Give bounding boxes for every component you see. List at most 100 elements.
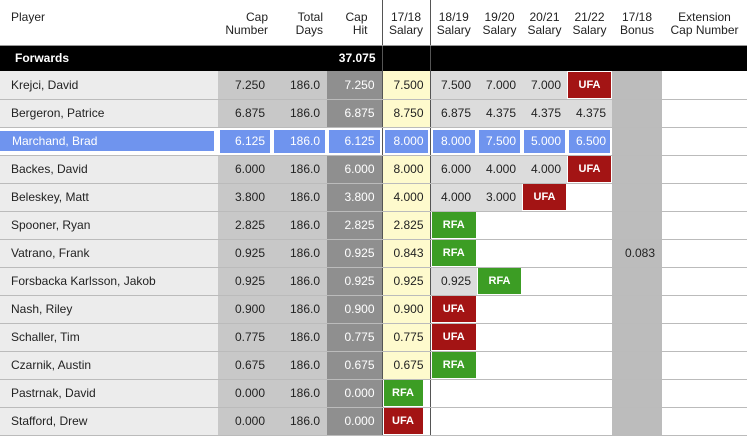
salary-2021-cell xyxy=(522,295,567,324)
bonus-1718-cell xyxy=(612,211,662,240)
player-cell: Nash, Riley xyxy=(0,295,218,324)
salary-1718-cell: 0.675 xyxy=(382,351,431,380)
table-row[interactable]: Schaller, Tim 0.775 186.0 0.775 0.775 UFA xyxy=(0,323,747,352)
table-row[interactable]: Bergeron, Patrice 6.875 186.0 6.875 8.750 6.8… xyxy=(0,99,747,128)
col-cap-hit[interactable]: Cap Hit xyxy=(327,0,383,46)
extension-cap-number-cell xyxy=(662,267,747,296)
salary-1920-cell: RFA xyxy=(477,267,522,296)
table-row[interactable]: Backes, David 6.000 186.0 6.000 8.000 6.000 4.… xyxy=(0,155,747,184)
salary-2122-cell xyxy=(567,407,612,436)
table-row[interactable]: Marchand, Brad 6.125 186.0 6.125 8.000 8.000 7… xyxy=(0,127,747,156)
extension-cap-number-cell xyxy=(662,71,747,100)
col-total-days[interactable]: Total Days xyxy=(272,0,327,46)
salary-1920-cell: 3.000 xyxy=(477,183,522,212)
salary-2021-cell: 4.000 xyxy=(522,155,567,184)
salary-1819-cell: 4.000 xyxy=(430,183,477,212)
col-1920-salary[interactable]: 19/20 Salary xyxy=(477,0,522,46)
table-row[interactable]: Czarnik, Austin 0.675 186.0 0.675 0.675 RFA xyxy=(0,351,747,380)
player-name[interactable]: Marchand, Brad xyxy=(0,131,214,151)
player-name[interactable]: Pastrnak, David xyxy=(11,386,96,400)
salary-2122-cell xyxy=(567,183,612,212)
cap-number-cell: 0.000 xyxy=(218,407,272,436)
player-name[interactable]: Vatrano, Frank xyxy=(11,246,90,260)
salary-1718-cell: 0.775 xyxy=(382,323,431,352)
player-name[interactable]: Bergeron, Patrice xyxy=(11,106,105,120)
player-name[interactable]: Krejci, David xyxy=(11,77,79,92)
table-row[interactable]: Forsbacka Karlsson, Jakob 0.925 186.0 0.925… xyxy=(0,267,747,296)
player-name[interactable]: Spooner, Ryan xyxy=(11,218,91,232)
player-cell: Schaller, Tim xyxy=(0,323,218,352)
salary-1920-cell: 4.000 xyxy=(477,155,522,184)
player-name[interactable]: Stafford, Drew xyxy=(11,414,88,428)
player-name[interactable]: Forsbacka Karlsson, Jakob xyxy=(11,274,156,288)
player-cell: Backes, David xyxy=(0,155,218,184)
table-row[interactable]: Nash, Riley 0.900 186.0 0.900 0.900 UFA xyxy=(0,295,747,324)
total-days-cell: 186.0 xyxy=(272,99,327,128)
col-1718-salary[interactable]: 17/18 Salary xyxy=(382,0,431,46)
player-cell: Spooner, Ryan xyxy=(0,211,218,240)
table-row[interactable]: Beleskey, Matt 3.800 186.0 3.800 4.000 4.000 3… xyxy=(0,183,747,212)
col-2021-salary[interactable]: 20/21 Salary xyxy=(522,0,567,46)
salary-2021-cell xyxy=(522,379,567,408)
col-player[interactable]: Player xyxy=(0,0,218,46)
table-row[interactable]: Krejci, David 7.250 186.0 7.250 7.500 7.500 7.… xyxy=(0,71,747,100)
player-cell: Pastrnak, David xyxy=(0,379,218,408)
salary-1920-cell xyxy=(477,323,522,352)
col-extension-cap-number[interactable]: Extension Cap Number xyxy=(662,0,747,46)
salary-1718-cell: UFA xyxy=(382,407,431,436)
salary-2122-cell xyxy=(567,239,612,268)
player-cell: Krejci, David xyxy=(0,71,218,100)
cap-number-cell: 0.925 xyxy=(218,267,272,296)
player-name[interactable]: Schaller, Tim xyxy=(11,330,80,344)
salary-1819-cell: RFA xyxy=(430,239,477,268)
bonus-1718-cell: 0.083 xyxy=(612,239,662,268)
ufa-badge: UFA xyxy=(568,156,611,182)
player-name[interactable]: Beleskey, Matt xyxy=(11,190,89,204)
total-days-cell: 186.0 xyxy=(272,267,327,296)
salary-1819-cell: 6.000 xyxy=(430,155,477,184)
table-row[interactable]: Stafford, Drew 0.000 186.0 0.000 UFA xyxy=(0,407,747,436)
cap-hit-cell: 6.125 xyxy=(327,127,383,156)
total-days-cell: 186.0 xyxy=(272,155,327,184)
salary-1819-cell: 8.000 xyxy=(430,127,477,156)
extension-cap-number-cell xyxy=(662,155,747,184)
salary-2122-cell xyxy=(567,295,612,324)
cap-number-cell: 0.775 xyxy=(218,323,272,352)
bonus-1718-cell xyxy=(612,351,662,380)
extension-cap-number-cell xyxy=(662,211,747,240)
col-1819-salary[interactable]: 18/19 Salary xyxy=(430,0,477,46)
header-row: Player Cap Number Total Days Cap Hit 17/18 S… xyxy=(0,0,747,46)
table-row[interactable]: Pastrnak, David 0.000 186.0 0.000 RFA xyxy=(0,379,747,408)
bonus-1718-cell xyxy=(612,127,662,156)
rfa-badge: RFA xyxy=(431,240,476,266)
cap-hit-cell: 0.000 xyxy=(327,407,383,436)
salary-1718-cell: 8.000 xyxy=(382,127,431,156)
total-days-cell: 186.0 xyxy=(272,379,327,408)
col-cap-number[interactable]: Cap Number xyxy=(218,0,272,46)
salary-2021-cell xyxy=(522,323,567,352)
salary-2021-cell: UFA xyxy=(522,183,567,212)
salary-1920-cell xyxy=(477,351,522,380)
salary-2021-cell xyxy=(522,407,567,436)
section-forwards: Forwards 37.075 xyxy=(0,45,747,71)
bonus-1718-cell xyxy=(612,71,662,100)
cap-number-cell: 6.875 xyxy=(218,99,272,128)
salary-1718-cell: RFA xyxy=(382,379,431,408)
player-name[interactable]: Backes, David xyxy=(11,162,88,176)
total-days-cell: 186.0 xyxy=(272,239,327,268)
col-2122-salary[interactable]: 21/22 Salary xyxy=(567,0,612,46)
salary-1819-cell xyxy=(430,407,477,436)
cap-hit-cell: 6.000 xyxy=(327,155,383,184)
salary-2122-cell xyxy=(567,351,612,380)
table-row[interactable]: Vatrano, Frank 0.925 186.0 0.925 0.843 RFA 0.0… xyxy=(0,239,747,268)
player-name[interactable]: Nash, Riley xyxy=(11,302,73,316)
cap-hit-cell: 0.925 xyxy=(327,239,383,268)
extension-cap-number-cell xyxy=(662,127,747,156)
salary-1718-cell: 8.000 xyxy=(382,155,431,184)
player-name[interactable]: Czarnik, Austin xyxy=(11,358,92,372)
salary-2021-cell xyxy=(522,351,567,380)
rfa-badge: RFA xyxy=(431,352,476,378)
bonus-1718-cell xyxy=(612,155,662,184)
col-1718-bonus[interactable]: 17/18 Bonus xyxy=(612,0,662,46)
table-row[interactable]: Spooner, Ryan 2.825 186.0 2.825 2.825 RFA xyxy=(0,211,747,240)
